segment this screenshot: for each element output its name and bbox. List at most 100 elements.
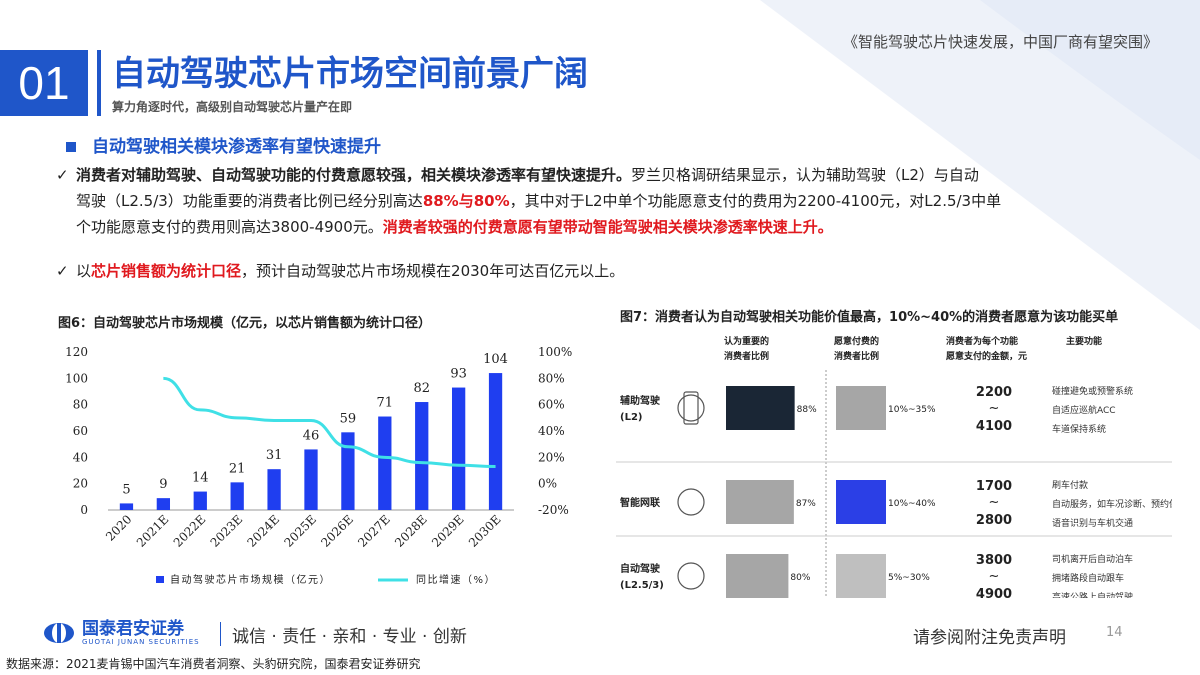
legend-swatch-bar <box>156 576 164 583</box>
x-tick-label: 2025E <box>281 512 319 550</box>
function-item: 高速公路上自动驾驶 <box>1052 591 1133 598</box>
bullet-2-text: ，预计自动驾驶芯片市场规模在2030年可达百亿元以上。 <box>241 262 625 280</box>
function-item: 语音识别与车机交通 <box>1052 517 1133 529</box>
bar-data-label: 14 <box>192 471 209 486</box>
price-separator: ~ <box>989 495 1000 510</box>
legend-label-line: 同比增速（%） <box>416 573 496 586</box>
y2-tick-label: 40% <box>538 424 565 438</box>
bar-data-label: 104 <box>483 352 508 367</box>
page-subtitle: 算力角逐时代，高级别自动驾驶芯片量产在即 <box>112 100 353 114</box>
bar <box>451 387 466 510</box>
bullet-1-text-2: 驾驶（L2.5/3）功能重要的消费者比例已经分别高达 <box>76 192 423 210</box>
bullet-1-text-4: 个功能愿意支付的费用则高达3800-4900元。 <box>76 218 383 236</box>
traffic-light-body <box>683 391 699 425</box>
important-pct-label: 88% <box>797 405 817 415</box>
row-label: 辅助驾驶 <box>620 394 660 407</box>
y2-tick-label: 0% <box>538 477 557 491</box>
y-tick-label: 0 <box>80 503 88 517</box>
x-tick-label: 2027E <box>355 512 393 550</box>
function-item: 自适应巡航ACC <box>1052 404 1116 416</box>
column-header: 愿意支付的金额，元 <box>946 350 1027 362</box>
page-number: 14 <box>1106 625 1123 640</box>
important-pct-label: 80% <box>790 573 810 583</box>
bar <box>415 402 429 510</box>
growth-rate-line <box>163 376 496 469</box>
car-icon <box>677 562 705 590</box>
function-item: 司机离开后自动泊车 <box>1052 553 1133 565</box>
y-tick-label: 60 <box>73 424 88 438</box>
bullet-paragraph-1: ✓ 消费者对辅助驾驶、自动驾驶功能的付费意愿较强，相关模块渗透率有望快速提升。罗兰… <box>56 162 1166 240</box>
price-separator: ~ <box>989 569 1000 584</box>
page-title: 自动驾驶芯片市场空间前景广阔 <box>112 54 588 94</box>
important-bar <box>726 554 789 598</box>
column-header: 消费者比例 <box>834 350 879 362</box>
column-header: 消费者为每个功能 <box>946 335 1018 347</box>
checkmark-icon: ✓ <box>56 166 69 184</box>
important-bar <box>726 386 795 430</box>
logo-subtext: GUOTAI JUNAN SECURITIES <box>82 638 200 646</box>
bar-data-label: 21 <box>229 461 246 476</box>
bullet-1-highlight-pct: 88%与80% <box>422 192 510 210</box>
y2-tick-label: 100% <box>538 345 572 359</box>
price-low: 2200 <box>976 385 1012 400</box>
x-tick-label: 2028E <box>392 512 430 550</box>
x-tick-label: 2022E <box>171 512 209 550</box>
bar <box>119 503 134 510</box>
bullet-1-bold: 消费者对辅助驾驶、自动驾驶功能的付费意愿较强，相关模块渗透率有望快速提升。 <box>76 166 632 184</box>
bar-data-label: 82 <box>413 381 430 396</box>
bar-data-label: 93 <box>450 367 467 382</box>
bar <box>378 416 392 510</box>
gtja-logo-icon <box>44 623 74 643</box>
bullet-2-highlight: 芯片销售额为统计口径 <box>91 262 242 280</box>
column-header: 认为重要的 <box>724 335 769 347</box>
row-label: 自动驾驶 <box>620 562 660 575</box>
bar <box>488 373 503 510</box>
x-tick-label: 2029E <box>429 512 467 550</box>
bar <box>156 498 171 510</box>
x-tick-label: 2021E <box>134 512 172 550</box>
bullet-paragraph-2: ✓ 以芯片销售额为统计口径，预计自动驾驶芯片市场规模在2030年可达百亿元以上。 <box>56 258 1166 284</box>
y2-tick-label: 20% <box>538 450 565 464</box>
y-tick-label: 40 <box>73 450 88 464</box>
footer-divider <box>220 622 221 646</box>
function-item: 拥堵路段自动跟车 <box>1052 572 1124 584</box>
function-item: 刷车付款 <box>1052 479 1088 491</box>
pay-bar <box>836 554 886 598</box>
header-divider <box>97 50 101 116</box>
y-tick-label: 20 <box>73 477 88 491</box>
disclaimer-link[interactable]: 请参阅附注免责声明 <box>913 628 1066 648</box>
y-tick-label: 100 <box>65 371 88 385</box>
x-tick-label: 2024E <box>245 512 283 550</box>
bullet-1-text-1: 罗兰贝格调研结果显示，认为辅助驾驶（L2）与自动 <box>631 166 979 184</box>
x-tick-label: 2023E <box>208 512 246 550</box>
bar <box>304 449 318 510</box>
bar-data-label: 5 <box>122 482 130 497</box>
x-tick-label: 2030E <box>466 512 504 550</box>
bar <box>341 432 355 510</box>
y-tick-label: 120 <box>65 345 88 359</box>
data-source: 数据来源：2021麦肯锡中国汽车消费者洞察、头豹研究院，国泰君安证券研究 <box>6 657 421 671</box>
row-label: 智能网联 <box>620 496 660 509</box>
market-size-chart: 0 20 40 60 80 100 120 -20% 0% 20% 40% 60% 80% 100% 5 20… <box>65 345 572 586</box>
x-tick-label: 2026E <box>318 512 356 550</box>
report-title: 《智能驾驶芯片快速发展，中国厂商有望突围》 <box>842 33 1158 51</box>
pay-bar <box>836 386 886 430</box>
bullet-1-highlight-conclusion: 消费者较强的付费意愿有望带动智能驾驶相关模块渗透率快速上升。 <box>382 218 833 236</box>
figure-6-caption: 图6：自动驾驶芯片市场规模（亿元，以芯片销售额为统计口径） <box>58 316 432 331</box>
legend-label-bar: 自动驾驶芯片市场规模（亿元） <box>170 573 331 586</box>
price-low: 3800 <box>976 553 1012 568</box>
row-label: (L2.5/3) <box>620 580 664 591</box>
price-low: 1700 <box>976 479 1012 494</box>
traffic-light-icon <box>677 394 705 422</box>
square-bullet-icon <box>66 142 76 152</box>
price-separator: ~ <box>989 401 1000 416</box>
bar <box>230 482 244 510</box>
y2-tick-label: 60% <box>538 398 565 412</box>
row-label: (L2) <box>620 412 642 423</box>
bar-data-label: 9 <box>159 477 167 492</box>
pay-bar <box>836 480 886 524</box>
bar <box>267 469 281 510</box>
function-item: 自动服务，如车况诊断、预约保养 <box>1052 498 1172 510</box>
y2-tick-label: 80% <box>538 371 565 385</box>
